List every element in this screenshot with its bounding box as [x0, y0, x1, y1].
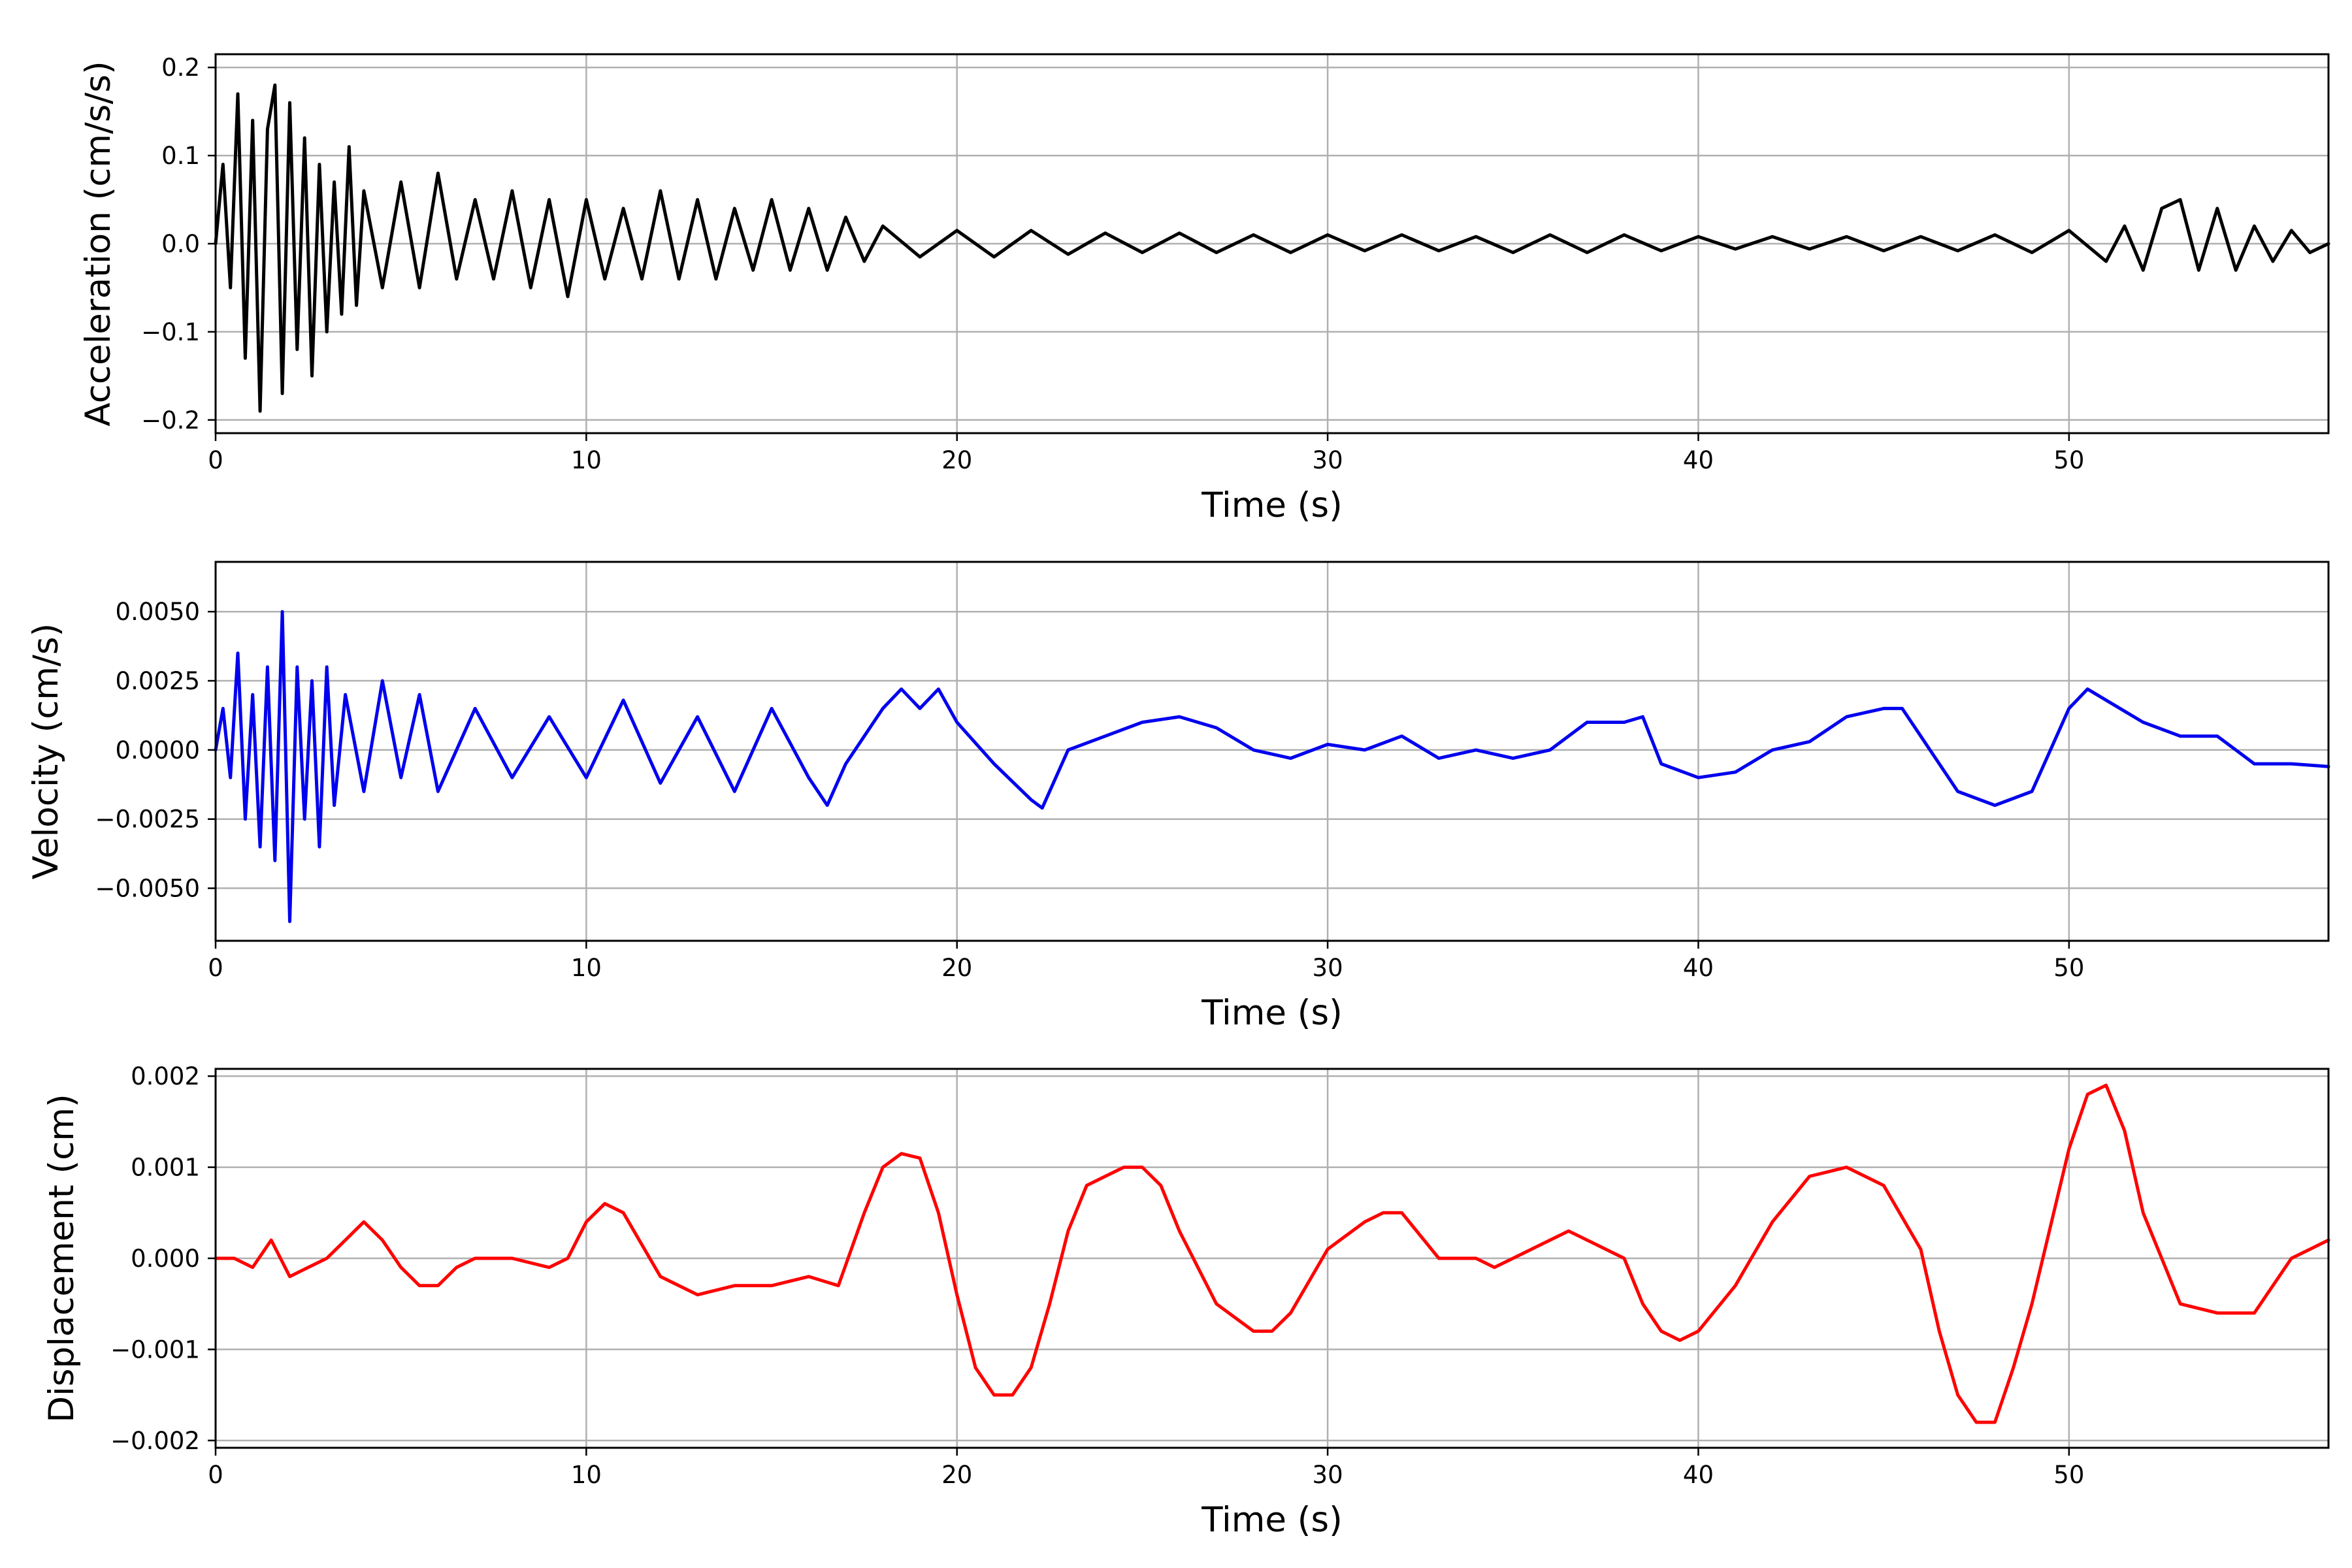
acceleration-y-tick-label: −0.2 — [141, 406, 200, 434]
velocity-x-tick-label: 0 — [208, 954, 223, 982]
acceleration-y-ticks: −0.2 −0.1 0.0 0.1 0.2 — [141, 54, 216, 434]
acceleration-x-axis-label: Time (s) — [1201, 485, 1343, 525]
displacement-line-layer — [214, 1083, 2330, 1424]
displacement-x-axis-label: Time (s) — [1201, 1500, 1343, 1540]
acceleration-x-ticks: 0 10 20 30 40 50 — [208, 433, 2084, 474]
acceleration-grid — [214, 54, 2328, 433]
velocity-y-tick-label: 0.0025 — [116, 667, 200, 695]
velocity-y-axis-label: Velocity (cm/s) — [26, 623, 66, 879]
displacement-x-tick-label: 40 — [1683, 1461, 1714, 1489]
acceleration-x-tick-label: 30 — [1313, 446, 1343, 474]
displacement-y-tick-label: −0.001 — [110, 1335, 200, 1364]
acceleration-line-layer — [214, 83, 2330, 413]
acceleration-y-tick-label: 0.2 — [161, 54, 200, 82]
velocity-x-tick-label: 50 — [2053, 954, 2084, 982]
acceleration-x-tick-label: 50 — [2053, 446, 2084, 474]
displacement-x-tick-label: 50 — [2053, 1461, 2084, 1489]
velocity-line-layer — [214, 610, 2330, 923]
displacement-y-tick-label: 0.001 — [131, 1154, 200, 1182]
displacement-y-tick-label: −0.002 — [110, 1427, 200, 1455]
acceleration-y-tick-label: 0.1 — [161, 142, 200, 170]
acceleration-x-tick-label: 40 — [1683, 446, 1714, 474]
displacement-x-tick-label: 10 — [571, 1461, 602, 1489]
displacement-panel: 0 10 20 30 40 50 −0.002−0.0010.0000.0010.002 … — [42, 1062, 2330, 1540]
displacement-grid — [214, 1069, 2328, 1448]
displacement-y-tick-label: 0.002 — [131, 1062, 200, 1090]
acceleration-y-tick-label: 0.0 — [161, 230, 200, 258]
acceleration-y-tick-label: −0.1 — [141, 318, 200, 346]
displacement-x-tick-label: 30 — [1313, 1461, 1343, 1489]
velocity-y-tick-label: −0.0050 — [95, 875, 200, 903]
velocity-y-ticks: −0.0050 −0.0025 0.0000 0.0025 0.0050 — [95, 598, 216, 903]
displacement-y-tick-label: 0.000 — [131, 1245, 200, 1273]
acceleration-series-line — [214, 83, 2330, 413]
velocity-x-tick-label: 30 — [1313, 954, 1343, 982]
displacement-x-tick-label: 0 — [208, 1461, 223, 1489]
velocity-y-tick-label: 0.0050 — [116, 598, 200, 626]
velocity-series-line — [214, 610, 2330, 923]
velocity-panel: 0 10 20 30 40 50 −0.0050 −0.0025 0.0000 0.0025 0.… — [26, 561, 2330, 1033]
velocity-x-tick-label: 20 — [941, 954, 972, 982]
acceleration-panel: 0 10 20 30 40 50 −0.2 −0.1 0.0 0.1 0.2 Time (s) A… — [78, 53, 2330, 525]
displacement-x-ticks: 0 10 20 30 40 50 — [208, 1448, 2084, 1489]
velocity-x-ticks: 0 10 20 30 40 50 — [208, 941, 2084, 982]
acceleration-x-tick-label: 20 — [941, 446, 972, 474]
acceleration-y-axis-label: Acceleration (cm/s/s) — [78, 61, 118, 426]
displacement-y-ticks: −0.002 −0.001 0.000 0.001 0.002 — [110, 1062, 216, 1455]
velocity-x-axis-label: Time (s) — [1201, 993, 1343, 1033]
velocity-x-tick-label: 40 — [1683, 954, 1714, 982]
acceleration-x-tick-label: 10 — [571, 446, 602, 474]
velocity-y-tick-label: −0.0025 — [95, 806, 200, 834]
velocity-y-tick-label: 0.0000 — [116, 736, 200, 764]
velocity-plot-frame — [214, 561, 2330, 942]
displacement-x-tick-label: 20 — [941, 1461, 972, 1489]
velocity-x-tick-label: 10 — [571, 954, 602, 982]
displacement-y-axis-label: Displacement (cm) — [42, 1094, 82, 1422]
displacement-series-line — [214, 1083, 2330, 1424]
acceleration-x-tick-label: 0 — [208, 446, 223, 474]
